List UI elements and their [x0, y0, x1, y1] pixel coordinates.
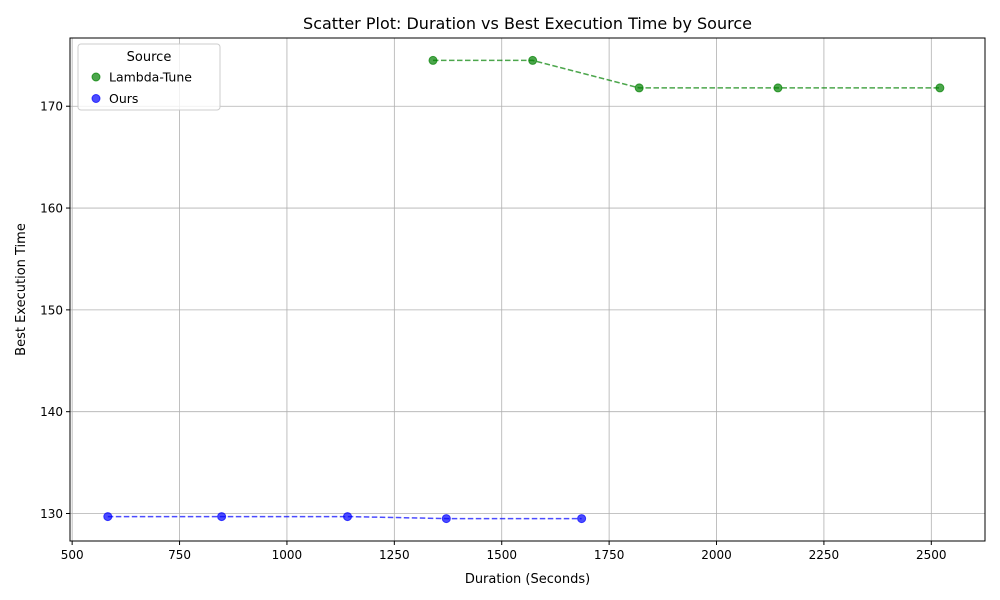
data-point: [577, 514, 587, 524]
data-point: [528, 55, 538, 65]
data-point: [428, 55, 438, 65]
legend-title: Source: [127, 50, 172, 65]
data-point: [634, 83, 644, 93]
y-tick-label: 150: [40, 303, 63, 317]
x-axis-label: Duration (Seconds): [465, 572, 590, 587]
legend-label: Ours: [109, 91, 138, 106]
plot-frame: [69, 37, 986, 542]
x-tick-label: 2000: [701, 548, 732, 562]
x-tick-label: 1250: [379, 548, 410, 562]
legend-frame: [77, 43, 221, 111]
chart-title: Scatter Plot: Duration vs Best Execution…: [303, 14, 752, 33]
series-line: [432, 59, 940, 89]
data-point: [103, 512, 113, 522]
y-tick-label: 170: [40, 100, 63, 114]
x-tick-label: 750: [168, 548, 191, 562]
legend-label: Lambda-Tune: [109, 70, 192, 85]
y-tick-label: 130: [40, 507, 63, 521]
data-point: [773, 83, 783, 93]
y-tick-label: 140: [40, 405, 63, 419]
legend-marker: [91, 72, 101, 82]
legend: Source Lambda-Tune Ours: [77, 43, 221, 111]
series-line: [107, 515, 582, 520]
x-tick-label: 500: [61, 548, 84, 562]
y-tick-label: 160: [40, 202, 63, 216]
x-tick-label: 1500: [486, 548, 517, 562]
x-tick-label: 1750: [594, 548, 625, 562]
x-tick-label: 2250: [809, 548, 840, 562]
data-point: [935, 83, 945, 93]
y-axis-label: Best Execution Time: [14, 223, 29, 356]
data-point: [217, 512, 227, 522]
grid: [70, 38, 985, 541]
plot-series: [103, 55, 945, 524]
legend-marker: [91, 94, 101, 103]
data-point: [343, 512, 353, 522]
data-point: [441, 514, 451, 524]
x-tick-label: 1000: [272, 548, 303, 562]
x-tick-label: 2500: [916, 548, 947, 562]
axis-ticks: 500 750 1000 1250 1500 1750 2000 2250 2500 130 140…: [40, 100, 946, 562]
